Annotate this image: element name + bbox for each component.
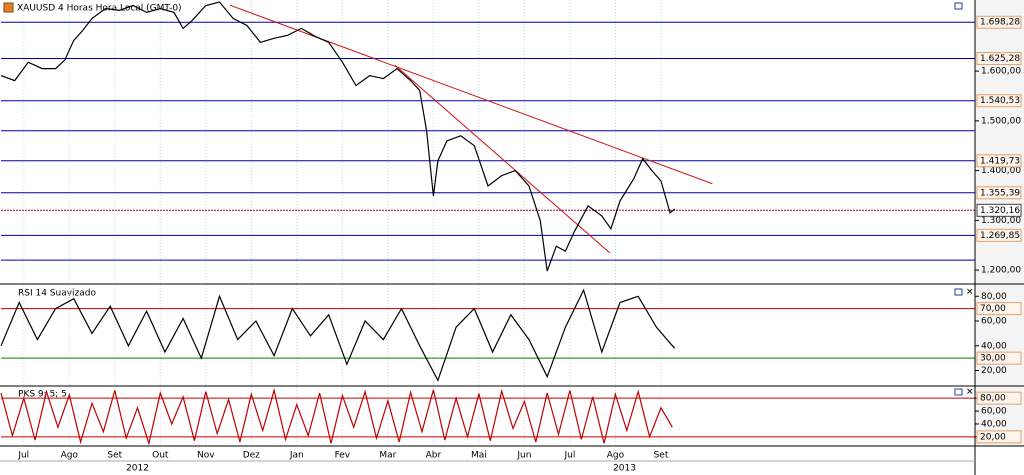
level-label: 1.355,39: [980, 188, 1020, 198]
level-label: 1.540,53: [980, 96, 1020, 106]
level-label-box: [976, 15, 1022, 29]
level-label-box: [976, 302, 1022, 316]
x-tick-label: Set: [654, 451, 669, 461]
y-tick-label: 60,00: [981, 317, 1007, 327]
trend-line: [394, 65, 611, 254]
level-label-box: [976, 351, 1022, 365]
x-tick-label: Jun: [516, 451, 531, 461]
y-tick-label: 1.200,00: [981, 266, 1021, 276]
x-tick-label: Dez: [243, 451, 260, 461]
x-tick-label: Fev: [335, 451, 351, 461]
y-tick-label: 1.300,00: [981, 216, 1021, 226]
x-tick-label: Jul: [563, 451, 575, 461]
level-label: 30,00: [980, 354, 1006, 364]
pks-title: PKS 9; 5; 5: [18, 390, 67, 400]
x-tick-label: Abr: [426, 451, 442, 461]
close-button[interactable]: ✕: [966, 388, 974, 398]
level-label-box: [976, 186, 1022, 200]
y-tick-label: 1.600,00: [981, 67, 1021, 77]
maximize-button[interactable]: [954, 388, 963, 396]
price-line: [0, 1, 675, 272]
maximize-button[interactable]: [954, 288, 963, 296]
level-label-box: [976, 52, 1022, 66]
price-line: [0, 288, 676, 382]
price-line: [0, 388, 673, 446]
close-button[interactable]: ✕: [966, 288, 974, 298]
year-label: 2013: [613, 464, 636, 474]
level-label: 1.269,85: [980, 231, 1020, 241]
maximize-button[interactable]: [954, 2, 963, 10]
level-label: 80,00: [980, 394, 1006, 404]
symbol-icon: [3, 2, 14, 13]
level-label-box: [976, 391, 1022, 405]
x-tick-label: Ago: [61, 451, 79, 461]
x-tick-label: Jul: [17, 451, 29, 461]
x-tick-label: Jan: [289, 451, 304, 461]
x-tick-label: Mar: [379, 451, 396, 461]
y-tick-label: 1.500,00: [981, 116, 1021, 126]
level-label-box: [976, 430, 1022, 444]
x-tick-label: Mai: [471, 451, 487, 461]
rsi-title: RSI 14 Suavizado: [18, 289, 97, 299]
last-price-box: [976, 203, 1022, 217]
level-label: 70,00: [980, 304, 1006, 314]
y-tick-label: 40,00: [981, 419, 1007, 429]
last-price-label: 1.320,16: [980, 206, 1020, 216]
chart-title: XAUUSD 4 Horas Hora Local (GMT-0): [17, 4, 182, 14]
y-tick-label: 1.400,00: [981, 166, 1021, 176]
level-label: 1.419,73: [980, 156, 1020, 166]
y-tick-label: 40,00: [981, 341, 1007, 351]
x-tick-label: Ago: [607, 451, 625, 461]
level-label-box: [976, 154, 1022, 168]
level-label: 20,00: [980, 432, 1006, 442]
x-tick-label: Out: [152, 451, 169, 461]
level-label-box: [976, 228, 1022, 242]
level-label: 1.698,28: [980, 18, 1020, 28]
x-tick-label: Nov: [197, 451, 215, 461]
x-tick-label: Set: [107, 451, 122, 461]
y-tick-label: 80,00: [981, 292, 1007, 302]
price-axis: [975, 0, 1024, 447]
year-label: 2012: [126, 464, 149, 474]
y-tick-label: 20,00: [981, 366, 1007, 376]
trend-line: [229, 4, 713, 185]
y-tick-label: 60,00: [981, 407, 1007, 417]
level-label: 1.625,28: [980, 54, 1020, 64]
level-label-box: [976, 94, 1022, 108]
